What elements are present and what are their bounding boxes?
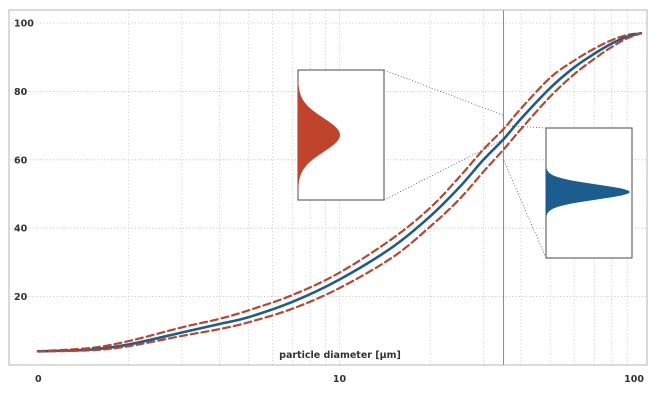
inset-callouts	[383, 69, 547, 259]
y-tick-label: 60	[14, 155, 28, 166]
series-dashed-line	[36, 32, 643, 353]
x-tick-label: 0	[35, 374, 42, 385]
y-tick-label: 80	[14, 87, 28, 98]
tick-labels: 20 40 60 80 100 0 10 100	[14, 19, 644, 386]
y-tick-label: 20	[14, 292, 28, 303]
callout-line	[503, 125, 547, 129]
series-solid-line	[36, 31, 643, 353]
y-tick-label: 100	[14, 19, 34, 30]
narrow-distribution-shape	[546, 142, 630, 242]
callout-line	[383, 138, 504, 201]
wide-distribution-shape	[298, 73, 340, 197]
series-dashed-line	[36, 32, 643, 353]
x-tick-label: 10	[333, 374, 347, 385]
callout-line	[503, 159, 547, 259]
y-tick-label: 40	[14, 224, 28, 235]
x-tick-label: 100	[624, 374, 644, 385]
series-lines	[36, 31, 643, 353]
axes	[8, 9, 648, 366]
plot-frame	[8, 9, 648, 366]
distribution-insets	[297, 69, 633, 259]
x-axis-label: particle diameter [µm]	[279, 350, 401, 361]
callout-line	[383, 69, 504, 116]
